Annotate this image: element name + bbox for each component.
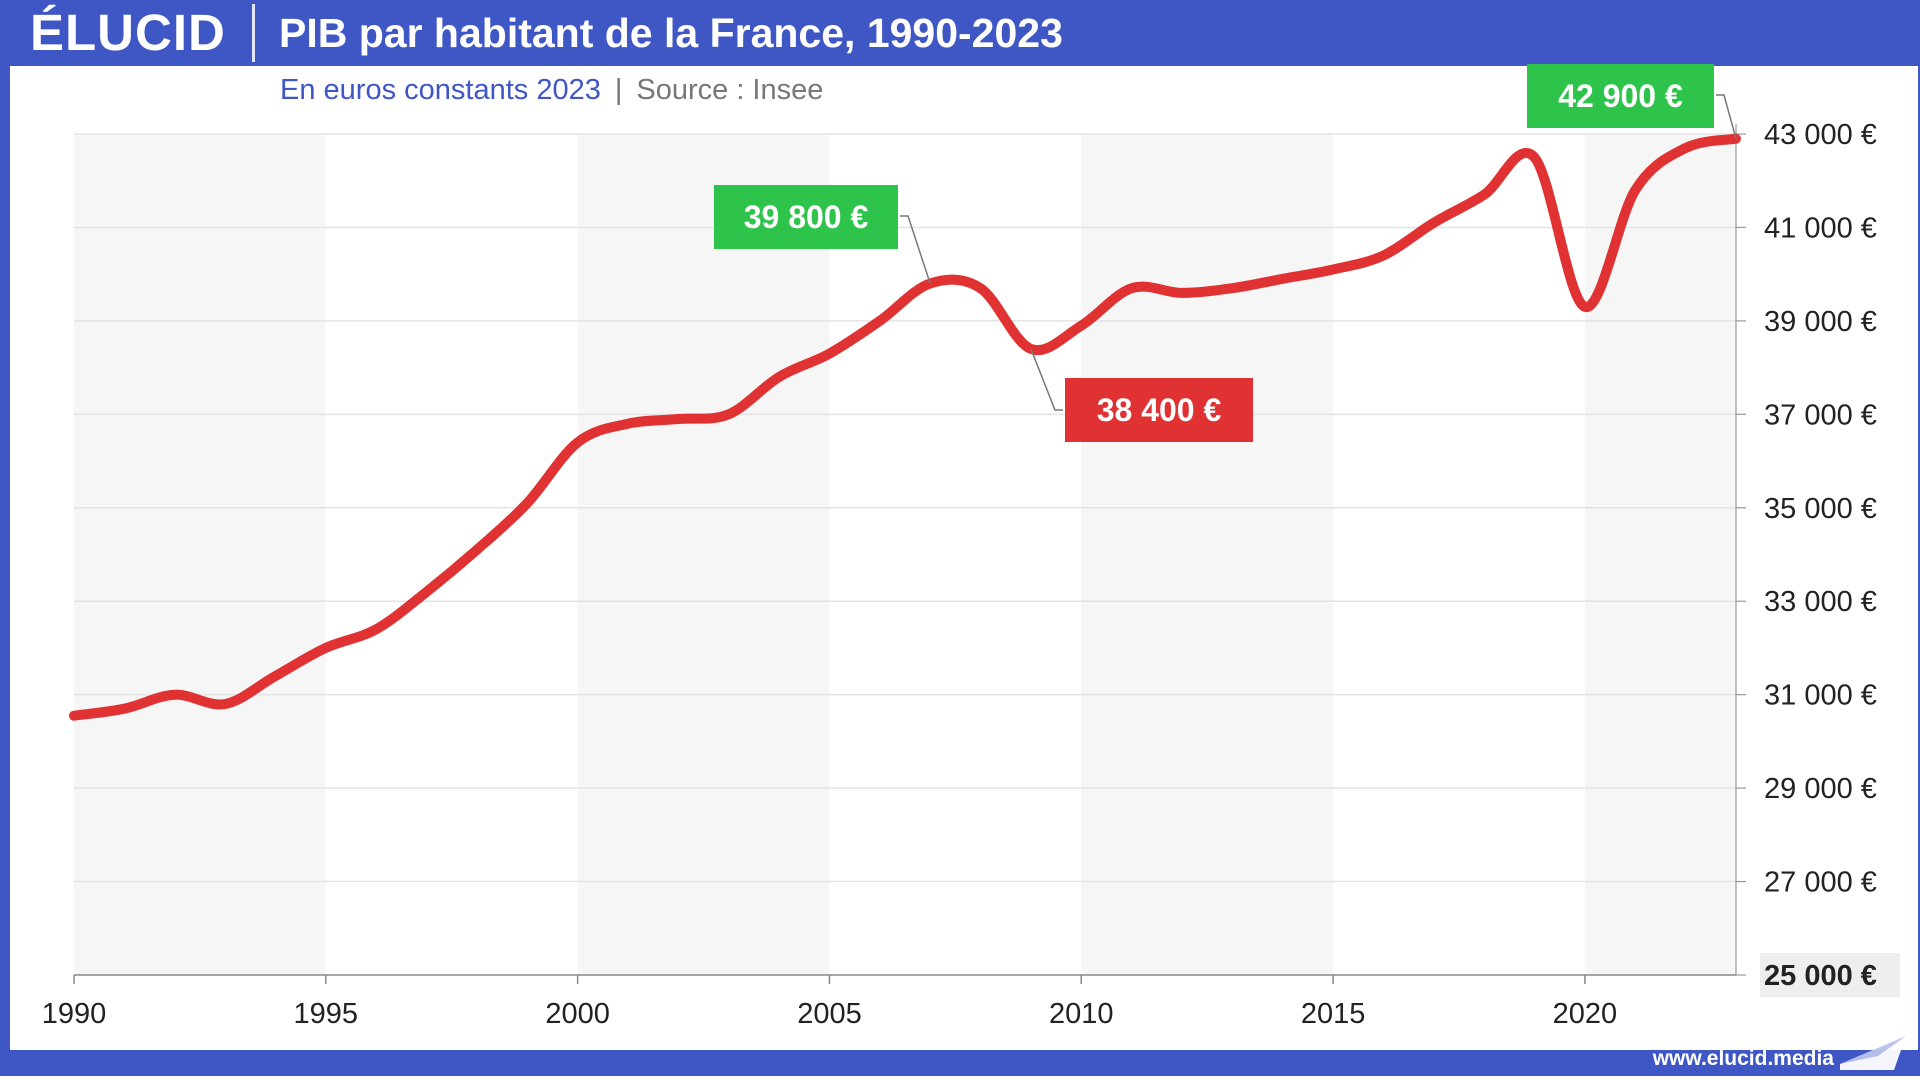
x-tick-label: 2010: [1049, 998, 1114, 1030]
chart-title: PIB par habitant de la France, 1990-2023: [279, 10, 1063, 56]
annotation-label: 38 400 €: [1097, 392, 1222, 428]
annotation-callout: 38 400 €: [1030, 348, 1253, 442]
footer-url[interactable]: www.elucid.media: [1652, 1047, 1834, 1070]
y-tick-label: 27 000 €: [1764, 867, 1877, 899]
x-tick-label: 2015: [1301, 998, 1366, 1030]
background-band: [577, 134, 830, 975]
subtitle-separator: |: [614, 74, 623, 106]
y-tick-label: 41 000 €: [1764, 212, 1877, 244]
x-tick-label: 2020: [1553, 998, 1618, 1030]
x-tick-label: 2000: [545, 998, 610, 1030]
y-tick-label: 43 000 €: [1764, 119, 1877, 151]
chart-subtitle: En euros constants 2023 | Source : Insee: [280, 70, 823, 110]
source-note: Source : Insee: [636, 74, 824, 106]
y-tick-label: 31 000 €: [1764, 680, 1877, 712]
background-band: [1081, 134, 1334, 975]
y-tick-label: 35 000 €: [1764, 493, 1877, 525]
y-tick-label: 33 000 €: [1764, 586, 1877, 618]
unit-note: En euros constants 2023: [280, 74, 601, 106]
annotation-box: [1065, 378, 1253, 442]
background-band: [74, 134, 326, 975]
brand-logo: ÉLUCID: [30, 4, 226, 61]
x-tick-label: 2005: [797, 998, 862, 1030]
x-tick-label: 1990: [42, 998, 107, 1030]
annotation-label: 42 900 €: [1558, 78, 1683, 114]
annotation-box: [714, 185, 898, 249]
y-tick-label: 37 000 €: [1764, 399, 1877, 431]
x-tick-label: 1995: [294, 998, 359, 1030]
brand-mark-icon: [1840, 1036, 1906, 1070]
annotation-callout: 42 900 €: [1527, 64, 1737, 139]
annotation-box: [1527, 64, 1714, 128]
annotation-leader: [900, 215, 931, 284]
annotation-leader: [1030, 348, 1063, 411]
header-divider: [252, 4, 255, 62]
y-tick-label: 39 000 €: [1764, 306, 1877, 338]
header-bar: ÉLUCID PIB par habitant de la France, 19…: [0, 0, 1920, 66]
y-tick-highlight: [1760, 953, 1900, 997]
annotation-label: 39 800 €: [744, 199, 869, 235]
annotation-leader: [1716, 94, 1737, 139]
y-tick-label: 25 000 €: [1764, 960, 1877, 992]
y-tick-label: 29 000 €: [1764, 773, 1877, 805]
annotation-callout: 39 800 €: [714, 185, 931, 284]
